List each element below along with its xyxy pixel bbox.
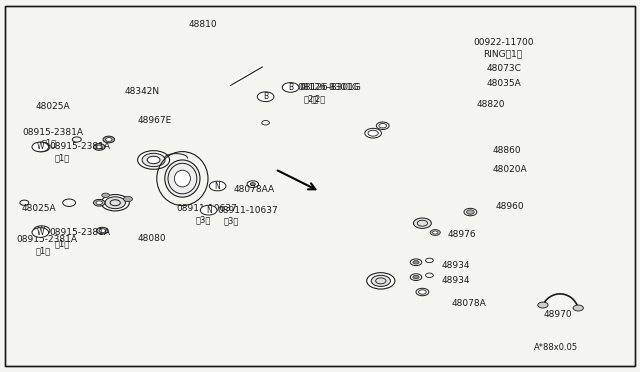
Text: 48080: 48080 (138, 234, 166, 243)
Text: W: W (36, 228, 44, 237)
Circle shape (93, 144, 105, 150)
Circle shape (93, 199, 105, 206)
Circle shape (33, 142, 50, 152)
Text: 08911-10637: 08911-10637 (176, 204, 237, 213)
Text: 48810: 48810 (189, 20, 218, 29)
Circle shape (371, 275, 390, 286)
Text: 、2。: 、2。 (304, 94, 319, 103)
Circle shape (32, 228, 49, 237)
Circle shape (99, 229, 106, 232)
Text: 48934: 48934 (442, 276, 470, 285)
Circle shape (124, 196, 132, 202)
Text: 48960: 48960 (496, 202, 525, 211)
Circle shape (147, 156, 160, 164)
Text: W: W (36, 142, 44, 151)
Text: RING、1。: RING、1。 (483, 49, 522, 58)
Circle shape (538, 302, 548, 308)
Circle shape (416, 288, 429, 296)
Circle shape (103, 136, 115, 143)
Circle shape (250, 183, 255, 186)
Circle shape (32, 142, 49, 152)
Circle shape (433, 231, 438, 234)
Text: B: B (288, 83, 293, 92)
Text: 、1。: 、1。 (42, 139, 57, 148)
Text: 08915-2381A: 08915-2381A (16, 235, 77, 244)
Circle shape (365, 128, 381, 138)
Text: 48020A: 48020A (493, 165, 527, 174)
Circle shape (106, 138, 112, 141)
Text: 48934: 48934 (442, 262, 470, 270)
Circle shape (33, 226, 50, 235)
Text: 48035A: 48035A (486, 79, 521, 88)
Text: 48820: 48820 (477, 100, 506, 109)
Text: 、3。: 、3。 (195, 215, 211, 224)
Circle shape (101, 195, 129, 211)
Circle shape (102, 193, 109, 198)
Text: 、1。: 、1。 (54, 154, 70, 163)
Circle shape (410, 259, 422, 266)
Text: 08915-2381A: 08915-2381A (49, 228, 110, 237)
Circle shape (410, 274, 422, 280)
Text: 00922-11700: 00922-11700 (474, 38, 534, 47)
Text: 48342N: 48342N (125, 87, 160, 96)
Circle shape (97, 227, 108, 234)
Circle shape (367, 273, 395, 289)
Circle shape (200, 205, 217, 215)
Circle shape (105, 197, 125, 209)
Circle shape (413, 218, 431, 228)
Circle shape (282, 83, 299, 92)
Text: W: W (38, 142, 45, 151)
Text: 、1。: 、1。 (35, 247, 51, 256)
Text: 08911-10637: 08911-10637 (218, 206, 278, 215)
Text: 48078A: 48078A (451, 299, 486, 308)
Text: 48025A: 48025A (35, 102, 70, 110)
Text: 、3。: 、3。 (224, 217, 239, 226)
Circle shape (142, 153, 165, 167)
Circle shape (209, 181, 226, 191)
Text: B: B (263, 92, 268, 101)
Text: A*88x0.05: A*88x0.05 (534, 343, 579, 352)
Text: 08126-8301G: 08126-8301G (298, 83, 360, 92)
Ellipse shape (165, 160, 200, 197)
Circle shape (413, 260, 419, 264)
Text: 48025A: 48025A (21, 204, 56, 213)
Circle shape (467, 210, 474, 214)
Circle shape (96, 145, 102, 149)
Text: 08126-8301G: 08126-8301G (300, 83, 362, 92)
Text: 48860: 48860 (493, 146, 522, 155)
Circle shape (464, 208, 477, 216)
Circle shape (413, 275, 419, 279)
Text: 48967E: 48967E (138, 116, 172, 125)
Circle shape (257, 92, 274, 102)
Text: 08915-2381A: 08915-2381A (22, 128, 83, 137)
Text: 、2。: 、2。 (310, 94, 326, 103)
Circle shape (573, 305, 584, 311)
Ellipse shape (174, 170, 191, 187)
Circle shape (376, 122, 389, 129)
Text: 08915-2381A: 08915-2381A (49, 142, 110, 151)
Text: 48970: 48970 (544, 310, 573, 319)
Text: 48976: 48976 (448, 230, 477, 239)
Text: 、1。: 、1。 (54, 239, 70, 248)
Text: 48078AA: 48078AA (234, 185, 275, 194)
Circle shape (430, 230, 440, 235)
Text: W: W (38, 226, 45, 235)
Circle shape (138, 151, 170, 169)
Text: 48073C: 48073C (486, 64, 521, 73)
Circle shape (96, 201, 102, 205)
Ellipse shape (152, 147, 212, 210)
Text: N: N (206, 206, 211, 215)
Text: N: N (215, 182, 220, 190)
